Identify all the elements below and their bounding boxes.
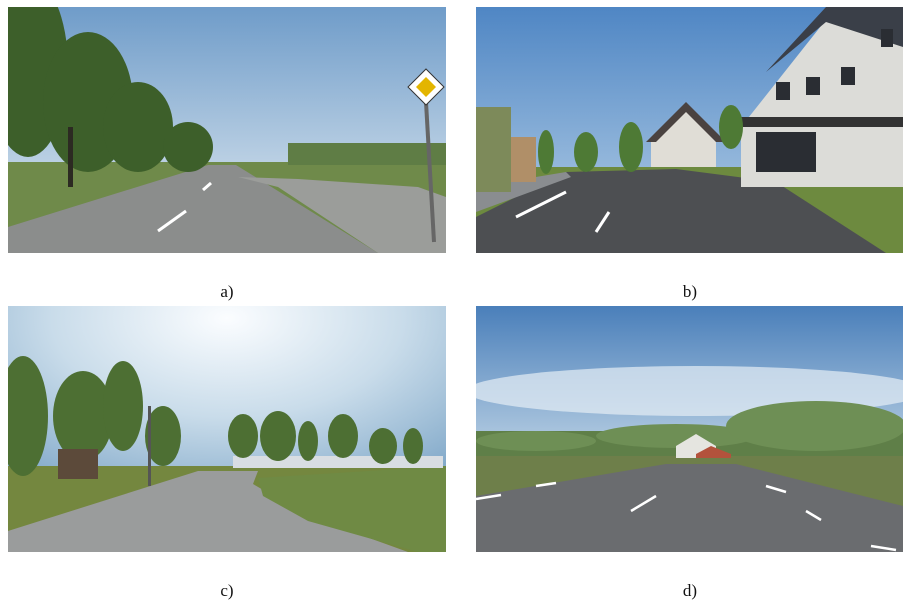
panel-caption: c) (220, 581, 234, 600)
scene-image (8, 306, 446, 552)
panel-caption: b) (682, 282, 698, 301)
panel-caption: d) (682, 581, 698, 600)
scene-image (8, 7, 446, 253)
scene-image (476, 306, 903, 552)
scene-image (476, 7, 903, 253)
panel-caption: a) (220, 282, 234, 301)
